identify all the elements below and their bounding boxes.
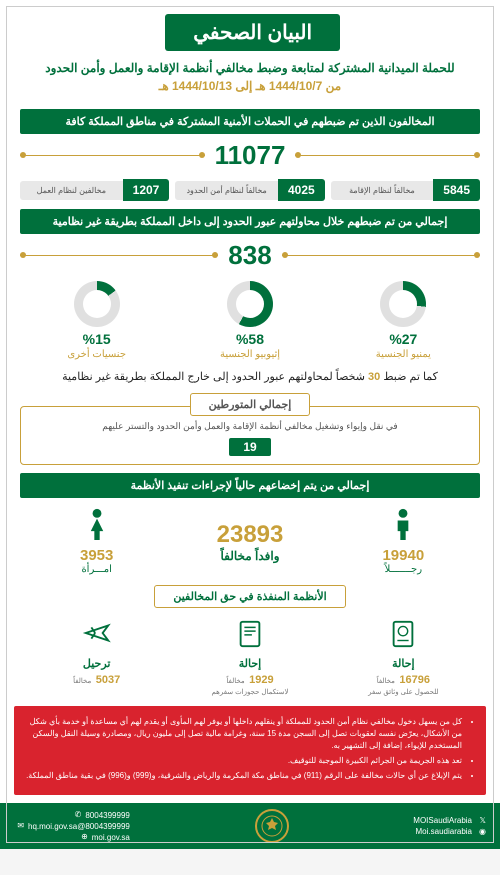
pill-number: 1207 [123,179,170,201]
donut-chart-icon [74,281,120,327]
action-unit: مخالفاً [377,678,395,685]
section1-total: 11077 [215,140,286,171]
action-title: ترحيل [20,657,173,670]
header: البيان الصحفي للحملة الميدانية المشتركة … [0,0,500,101]
pie-percent: %27 [327,331,480,347]
action-num: 5037 [96,674,120,686]
footer-text: 8004399999 [85,811,130,820]
action-sub: للحصول على وثائق سفر [327,688,480,696]
header-subtitle-1: للحملة الميدانية المشتركة لمتابعة وضبط م… [20,61,480,75]
pill-number: 5845 [433,179,480,201]
action-title: إحالة [327,657,480,670]
globe-icon: ⊕ [78,832,88,842]
involved-number: 19 [229,438,270,456]
header-subtitle-2: من 1444/10/7 هـ إلى 1444/10/13 هـ [20,79,480,93]
footer-left: 𝕏 MOISaudiArabia ◉ Moi.saudiarabia [413,816,486,837]
footer: 𝕏 MOISaudiArabia ◉ Moi.saudiarabia 8004399… [0,803,500,849]
action-item: إحالة 16796 مخالفاً للحصول على وثائق سفر [327,618,480,696]
warning-item: يتم الإبلاغ عن أي حالات مخالفة على الرقم… [26,770,462,782]
gender-row: 19940 رجـــــــلاً 23893 وافداً مخالفاً … [20,508,480,575]
phone-icon: ✆ [71,810,81,820]
gender-center: 23893 وافداً مخالفاً [173,521,326,563]
pill-number: 4025 [278,179,325,201]
man-icon [392,508,414,540]
outbound-post: شخصاً لمحاولتهم عبور الحدود إلى خارج الم… [62,371,365,383]
outbound-num: 30 [368,371,380,383]
pie-label: إثيوبيو الجنسية [173,349,326,360]
pie-percent: %58 [173,331,326,347]
men-label: رجـــــــلاً [327,564,480,575]
involved-desc: في نقل وإيواء وتشغيل مخالفي أنظمة الإقام… [31,421,469,432]
moi-logo-icon [255,809,289,843]
pie-percent: %15 [20,331,173,347]
center-label: وافداً مخالفاً [173,549,326,563]
deco-line [282,255,480,256]
warning-item: تعد هذه الجريمة من الجرائم الكبيرة الموج… [26,755,462,767]
processing-bar: إجمالي من يتم إخضاعهم حالياً لإجراءات تن… [20,473,480,498]
pill-label: مخالفاً لنظام أمن الحدود [175,181,278,200]
warning-item: كل من يسهل دخول مخالفي نظام أمن الحدود ل… [26,716,462,752]
pie-label: يمنيو الجنسية [327,349,480,360]
gold-bar: الأنظمة المنفذة في حق المخالفين [20,585,480,608]
action-num: 1929 [249,674,273,686]
twitter-icon: 𝕏 [476,816,486,826]
deco-line [295,155,480,156]
men-number: 19940 [327,547,480,564]
camera-icon: ◉ [476,827,486,837]
section2-bar: إجمالي من تم ضبطهم خلال محاولتهم عبور ال… [20,209,480,234]
women-label: امـــرأة [20,564,173,575]
footer-text: MOISaudiArabia [413,816,472,825]
donut-chart-icon [227,281,273,327]
section2-total-row: 838 [20,240,480,271]
deco-line [20,255,218,256]
woman-icon [86,508,108,540]
pie-item: %58 إثيوبيو الجنسية [173,281,326,360]
footer-text: Moi.saudiarabia [416,827,472,836]
warning-box: كل من يسهل دخول مخالفي نظام أمن الحدود ل… [14,706,486,795]
actions-row: إحالة 16796 مخالفاً للحصول على وثائق سفر… [20,618,480,696]
section1-total-row: 11077 [20,140,480,171]
outbound-line: كما تم ضبط 30 شخصاً لمحاولتهم عبور الحدو… [20,370,480,383]
gender-men: 19940 رجـــــــلاً [327,508,480,575]
outbound-pre: كما تم ضبط [383,371,438,383]
action-item: ترحيل 5037 مخالفاً [20,618,173,696]
footer-text: moi.gov.sa [92,833,130,842]
action-unit: مخالفاً [73,678,91,685]
pill: 5845 مخالفاً لنظام الإقامة [331,179,480,201]
pill-label: مخالفاً لنظام الإقامة [331,181,434,200]
pie-item: %27 يمنيو الجنسية [327,281,480,360]
footer-right: 8004399999 ✆ 8004399999@hq.moi.gov.sa ✉ mo… [14,810,130,842]
mail-icon: ✉ [14,821,24,831]
action-item: إحالة 1929 مخالفاً لاستكمال حجوزات سفرهم [173,618,326,696]
gold-bar-text: الأنظمة المنفذة في حق المخالفين [154,585,345,608]
pill-label: مخالفين لنظام العمل [20,181,123,200]
plane-icon [82,618,112,648]
pie-row: %27 يمنيو الجنسية %58 إثيوبيو الجنسية %1… [20,281,480,360]
ticket-icon [235,618,265,648]
women-number: 3953 [20,547,173,564]
action-sub: لاستكمال حجوزات سفرهم [173,688,326,696]
section2-total: 838 [228,240,271,271]
action-num: 16796 [399,674,430,686]
section1-pills: 5845 مخالفاً لنظام الإقامة 4025 مخالفاً … [20,179,480,201]
page-title: البيان الصحفي [165,14,340,51]
involved-title: إجمالي المتورطين [190,393,311,416]
pill: 1207 مخالفين لنظام العمل [20,179,169,201]
donut-chart-icon [380,281,426,327]
gender-women: 3953 امـــرأة [20,508,173,575]
pie-item: %15 جنسيات أخرى [20,281,173,360]
section1-bar: المخالفون الذين تم ضبطهم في الحملات الأم… [20,109,480,134]
footer-text: 8004399999@hq.moi.gov.sa [28,822,130,831]
passport-icon [388,618,418,648]
infographic-page: البيان الصحفي للحملة الميدانية المشتركة … [0,0,500,849]
pie-label: جنسيات أخرى [20,349,173,360]
action-unit: مخالفاً [226,678,244,685]
deco-line [20,155,205,156]
action-title: إحالة [173,657,326,670]
involved-block: إجمالي المتورطين في نقل وإيواء وتشغيل مخ… [20,393,480,465]
center-number: 23893 [173,521,326,549]
pill: 4025 مخالفاً لنظام أمن الحدود [175,179,324,201]
